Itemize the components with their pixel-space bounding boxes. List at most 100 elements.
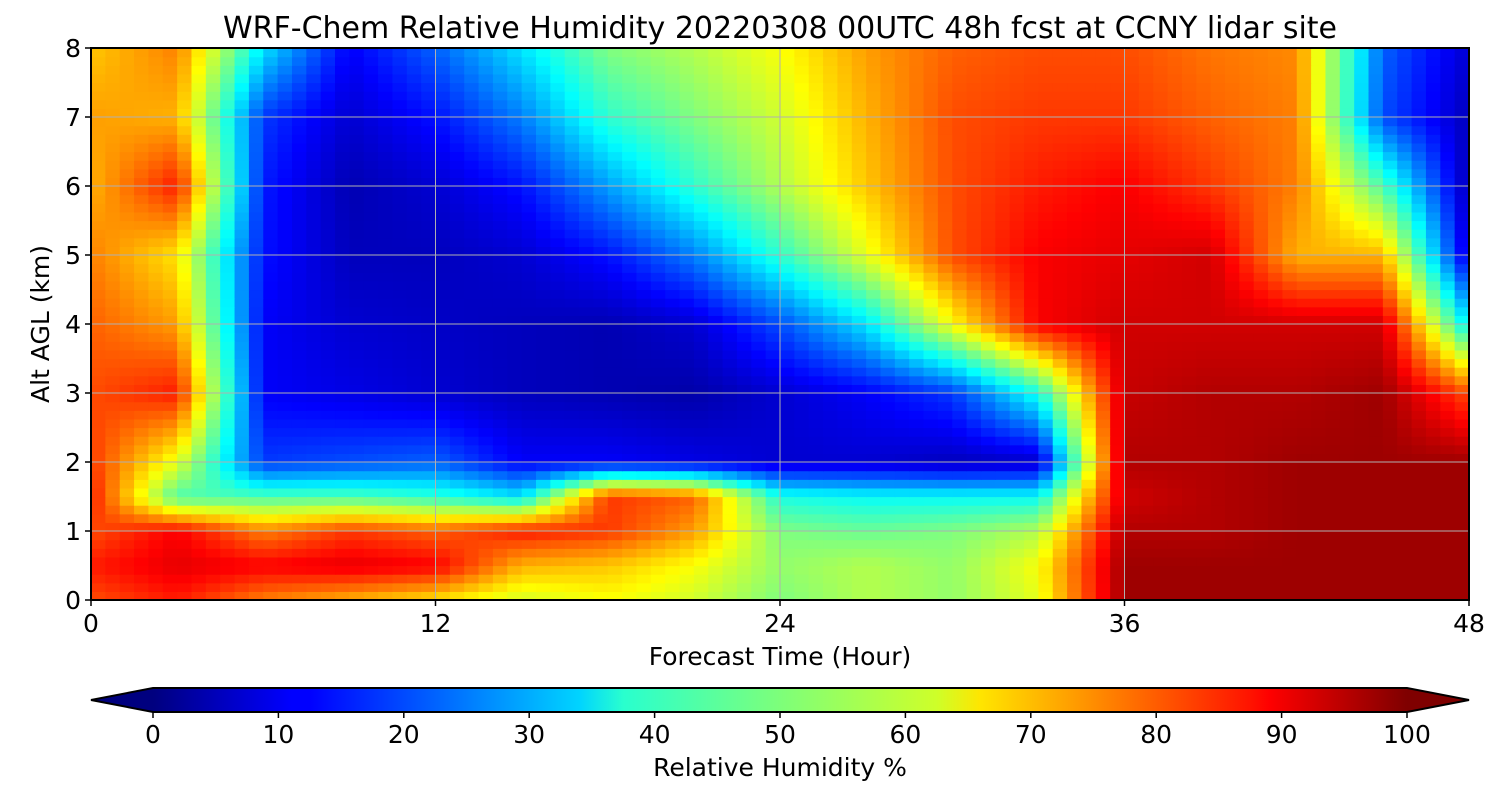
heatmap-cell [1411, 582, 1427, 592]
heatmap-cell [277, 565, 293, 575]
heatmap-cell [464, 194, 480, 204]
heatmap-cell [234, 522, 250, 532]
heatmap-cell [1325, 591, 1341, 600]
heatmap-cell [794, 582, 810, 592]
heatmap-cell [1210, 263, 1226, 273]
heatmap-cell [693, 220, 709, 230]
heatmap-cell [1397, 531, 1413, 541]
heatmap-cell [1440, 531, 1456, 541]
heatmap-cell [1268, 298, 1283, 308]
heatmap-cell [1138, 513, 1154, 523]
heatmap-cell [866, 487, 882, 498]
heatmap-cell [679, 211, 695, 222]
heatmap-cell [105, 582, 121, 592]
heatmap-cell [851, 531, 867, 541]
heatmap-cell [205, 177, 221, 187]
heatmap-cell [91, 237, 106, 247]
heatmap-cell [492, 367, 508, 377]
heatmap-cell [507, 298, 523, 308]
heatmap-cell [650, 531, 666, 541]
heatmap-cell [952, 298, 968, 308]
heatmap-cell [966, 427, 982, 437]
heatmap-cell [205, 479, 221, 489]
heatmap-cell [1067, 306, 1083, 316]
heatmap-cell [980, 203, 996, 213]
heatmap-cell [263, 315, 279, 325]
heatmap-cell [1311, 582, 1327, 592]
heatmap-cell [736, 280, 752, 291]
heatmap-cell [837, 375, 853, 385]
heatmap-cell [1411, 246, 1427, 256]
heatmap-cell [220, 367, 236, 377]
heatmap-cell [119, 177, 135, 187]
heatmap-cell [435, 298, 451, 308]
heatmap-cell [435, 280, 451, 291]
heatmap-cell [378, 444, 394, 454]
heatmap-cell [1153, 479, 1169, 489]
heatmap-cell [349, 203, 365, 213]
heatmap-cell [1052, 289, 1068, 299]
heatmap-cell [435, 263, 451, 273]
heatmap-cell [105, 574, 121, 584]
heatmap-cell [349, 556, 365, 567]
heatmap-cell [435, 194, 451, 204]
heatmap-cell [794, 229, 810, 239]
heatmap-cell [478, 349, 494, 360]
heatmap-cell [1067, 203, 1083, 213]
heatmap-cell [722, 375, 738, 385]
heatmap-cell [1354, 522, 1370, 532]
heatmap-cell [507, 462, 523, 472]
heatmap-cell [866, 280, 882, 291]
heatmap-cell [808, 582, 824, 592]
heatmap-cell [378, 315, 394, 325]
heatmap-cell [349, 375, 365, 385]
heatmap-cell [335, 375, 350, 385]
heatmap-cell [205, 522, 221, 532]
heatmap-cell [607, 410, 623, 420]
heatmap-cell [1268, 177, 1283, 187]
heatmap-cell [966, 496, 982, 506]
heatmap-cell [622, 531, 638, 541]
heatmap-cell [765, 237, 781, 247]
heatmap-cell [220, 556, 236, 567]
heatmap-cell [1425, 556, 1441, 567]
heatmap-cell [679, 453, 695, 463]
heatmap-cell [449, 470, 465, 480]
heatmap-cell [1138, 565, 1154, 575]
heatmap-cell [1210, 229, 1226, 239]
heatmap-cell [1253, 556, 1269, 567]
heatmap-cell [162, 496, 178, 506]
heatmap-cell [980, 531, 996, 541]
heatmap-cell [909, 289, 925, 299]
heatmap-cell [751, 574, 767, 584]
heatmap-cell [823, 418, 839, 429]
heatmap-cell [335, 418, 350, 429]
heatmap-cell [378, 341, 394, 351]
heatmap-cell [622, 349, 638, 360]
heatmap-cell [923, 151, 939, 161]
heatmap-cell [1081, 453, 1097, 463]
heatmap-cell [564, 255, 580, 265]
heatmap-cell [780, 574, 795, 584]
heatmap-cell [751, 263, 767, 273]
heatmap-cell [751, 513, 767, 523]
heatmap-cell [780, 263, 795, 273]
heatmap-cell [579, 462, 594, 472]
heatmap-cell [894, 298, 910, 308]
heatmap-cell [105, 332, 121, 342]
heatmap-cell [1354, 298, 1370, 308]
heatmap-cell [363, 444, 379, 454]
heatmap-cell [708, 427, 724, 437]
heatmap-cell [665, 539, 681, 549]
heatmap-cell [736, 582, 752, 592]
heatmap-cell [952, 255, 968, 265]
heatmap-cell [995, 418, 1011, 429]
heatmap-cell [1067, 211, 1083, 222]
heatmap-cell [650, 401, 666, 411]
heatmap-cell [1095, 418, 1111, 429]
heatmap-cell [263, 487, 279, 498]
heatmap-cell [234, 168, 250, 178]
heatmap-cell [1239, 246, 1255, 256]
heatmap-cell [1124, 418, 1140, 429]
heatmap-cell [564, 358, 580, 368]
